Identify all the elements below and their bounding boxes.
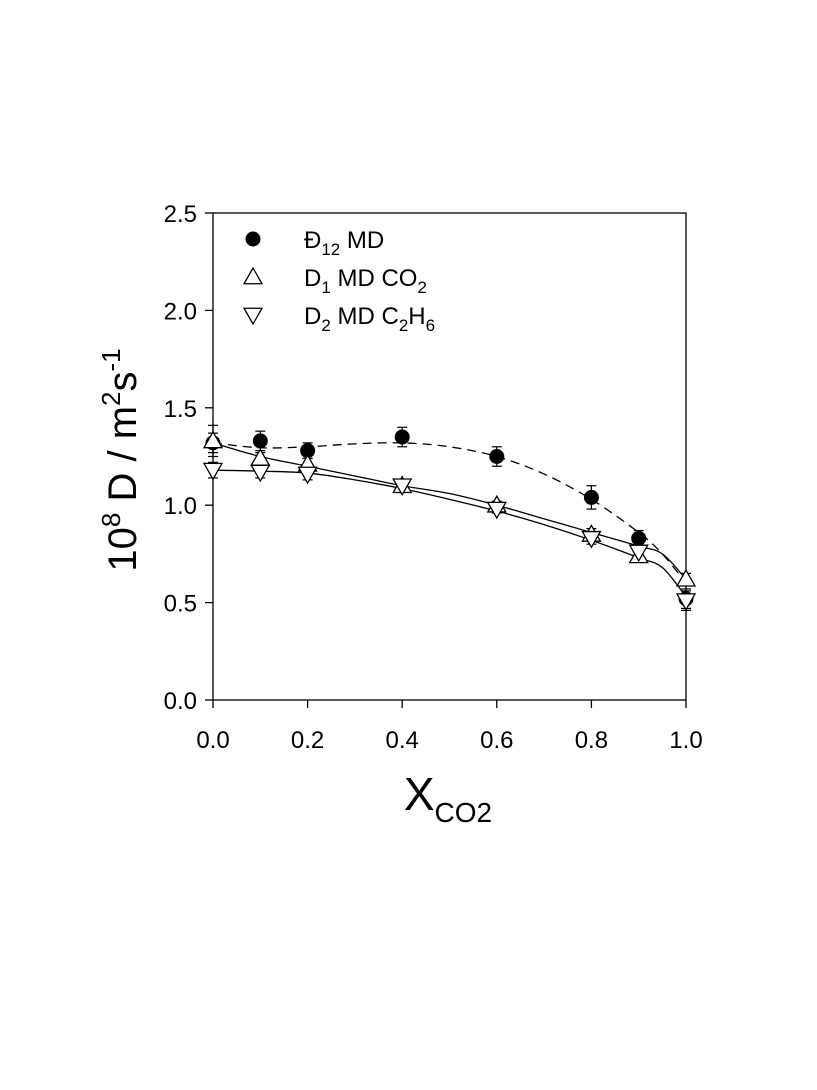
data-point-series-3 (202, 462, 224, 481)
plot-frame (212, 212, 687, 701)
fit-curves (212, 442, 687, 598)
data-point-series-3 (675, 593, 697, 611)
x-tick-label: 0.6 (480, 727, 513, 754)
data-point-series-1 (583, 489, 599, 505)
legend-label-series-2: D1 MD CO2 (304, 265, 427, 297)
y-axis-title-mid2: s (101, 372, 145, 392)
x-axis-title-sub: CO2 (435, 797, 493, 828)
data-point-series-3 (250, 464, 271, 483)
x-tick-label: 1.0 (669, 727, 702, 754)
y-axis-title-prefix: 10 (101, 527, 145, 572)
y-axis-title: 108 D / m2s-1 (96, 348, 145, 571)
legend-label-series-3: D2 MD C2H6 (304, 303, 435, 335)
fit-curve-series-1 (212, 442, 687, 584)
x-tick-label: 0.8 (575, 727, 608, 754)
fit-curve-series-2 (212, 442, 687, 580)
y-tick-label: 1.0 (164, 493, 197, 520)
y-axis-title-exp2: 2 (96, 392, 126, 406)
y-axis-title-exp3: -1 (96, 348, 126, 371)
data-point-series-3 (581, 530, 602, 549)
data-point-series-2 (675, 568, 697, 587)
x-tick-label: 0.0 (196, 727, 229, 754)
y-tick-label: 0.0 (164, 688, 197, 715)
y-tick-label: 1.5 (164, 396, 197, 423)
y-tick-label: 2.5 (164, 201, 197, 228)
x-tick-label: 0.2 (291, 727, 324, 754)
legend-label-series-1: Đ12 MD (304, 227, 384, 259)
data-point-series-3 (486, 501, 507, 520)
data-markers (202, 429, 697, 611)
y-axis-ticks: 0.0 0.5 1.0 1.5 2.0 2.5 (164, 201, 213, 715)
x-tick-label: 0.4 (386, 727, 419, 754)
legend: Đ12 MD D1 MD CO2 D2 MD C2H6 (242, 227, 435, 335)
data-point-series-3 (628, 544, 649, 563)
legend-marker-series-1 (245, 231, 261, 247)
y-tick-label: 0.5 (164, 591, 197, 618)
fit-curve-series-3 (212, 469, 687, 598)
data-point-series-1 (394, 429, 410, 445)
y-axis-title-mid: D / m (101, 406, 145, 513)
legend-marker-series-3 (242, 307, 264, 326)
x-axis-title-main: X (404, 768, 435, 820)
x-axis-ticks: 0.0 0.2 0.4 0.6 0.8 1.0 (196, 700, 703, 754)
y-tick-label: 2.0 (164, 298, 197, 325)
legend-marker-series-2 (242, 266, 264, 285)
data-point-series-3 (392, 478, 413, 497)
data-point-series-2 (202, 430, 224, 449)
x-axis-title: XCO2 (404, 768, 492, 828)
plot-area (212, 212, 687, 701)
data-point-series-1 (252, 433, 268, 449)
data-point-series-1 (489, 449, 505, 464)
y-axis-title-exp1: 8 (96, 513, 126, 527)
data-point-series-1 (631, 530, 647, 546)
data-point-series-3 (297, 466, 318, 485)
